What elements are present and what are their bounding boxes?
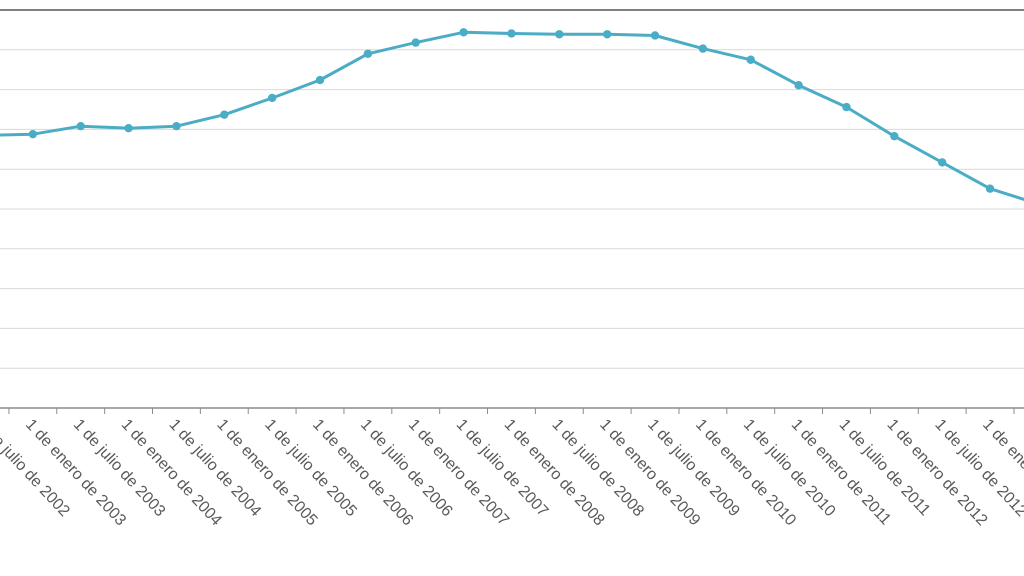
x-tick-label: 1 de julio de 2011	[836, 416, 934, 519]
series-line	[0, 30, 1024, 201]
data-point	[28, 129, 38, 139]
data-point	[124, 124, 133, 133]
data-point	[363, 49, 373, 58]
data-point	[555, 30, 564, 39]
x-tick-label: 1 de julio de 2004	[166, 416, 265, 520]
data-point	[938, 158, 947, 167]
data-point	[650, 31, 660, 40]
x-tick-label: 1 de julio de 2008	[548, 416, 647, 520]
x-tick-label: 1 de julio de 2003	[70, 416, 169, 520]
data-point	[698, 44, 708, 53]
x-axis-ticks	[8, 408, 1015, 414]
series-group	[0, 28, 1024, 201]
x-tick-label: 1 de julio de 2005	[261, 416, 360, 520]
data-point	[459, 28, 468, 37]
x-tick-label: 1 de julio de 2006	[357, 416, 456, 520]
data-point	[602, 30, 612, 39]
data-point	[985, 184, 995, 193]
data-point	[267, 93, 277, 103]
data-point	[507, 29, 516, 38]
data-point	[746, 55, 755, 64]
x-tick-label: 1 de julio de 2009	[644, 416, 743, 520]
x-tick-label: 1 de julio de 2007	[453, 416, 552, 520]
x-tick-label: 1 de julio de 2010	[740, 416, 839, 520]
y-gridlines	[0, 49, 1024, 369]
data-point	[220, 110, 229, 119]
data-point	[842, 102, 851, 112]
data-point	[315, 75, 325, 85]
data-point	[890, 131, 899, 141]
data-point	[794, 81, 803, 90]
data-point	[76, 122, 85, 131]
data-point	[411, 38, 420, 47]
data-point	[172, 122, 181, 131]
